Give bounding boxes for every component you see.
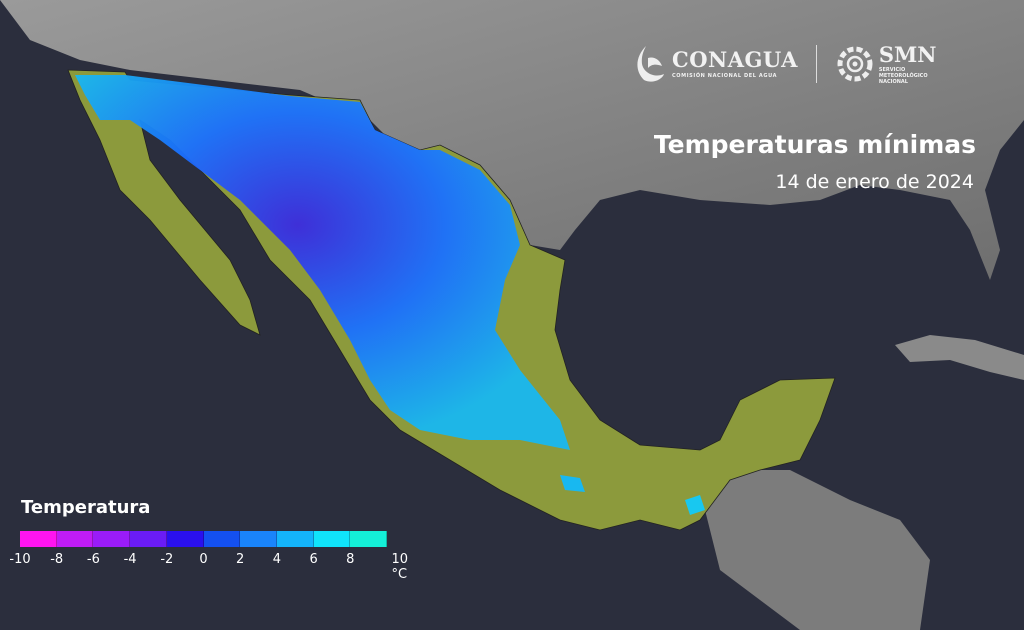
legend-tick-label: 4 <box>272 552 282 567</box>
legend-tick-label: 2 <box>236 552 245 567</box>
legend-swatch <box>130 531 167 547</box>
logos: CONAGUA COMISIÓN NACIONAL DEL AGUA SMN S… <box>632 38 937 90</box>
usa-land <box>0 0 1024 280</box>
smn-subtitle-2: METEOROLÓGICO <box>878 72 928 79</box>
legend-tick-label: -10 <box>9 552 31 567</box>
legend-tick-label: 10 °C <box>391 552 409 582</box>
cold-spot-chiapas <box>685 495 705 515</box>
legend-tick-label: 6 <box>309 552 318 567</box>
legend-swatch <box>56 531 94 547</box>
legend-tick-label: -6 <box>86 552 100 567</box>
conagua-emblem-icon <box>637 46 664 82</box>
cold-spot-oaxaca <box>560 475 585 492</box>
map-title: Temperaturas mínimas <box>653 130 976 159</box>
smn-logo: SMN SERVICIO METEOROLÓGICO NACIONAL <box>835 44 937 85</box>
legend-swatch <box>166 531 204 547</box>
legend-tick-label: 8 <box>346 552 355 567</box>
legend-tick-label: -4 <box>123 552 137 567</box>
legend-swatch <box>313 531 351 547</box>
legend-swatch <box>240 531 277 547</box>
legend-ticks: -10 -8 -6 -4 -2 0 2 4 6 8 10 °C <box>0 552 420 582</box>
legend-swatch <box>20 531 57 547</box>
legend-tick-label: -8 <box>50 552 64 567</box>
logo-divider <box>815 45 817 83</box>
cuba-land <box>895 335 1024 380</box>
legend-swatch <box>350 531 388 547</box>
conagua-subtitle: COMISIÓN NACIONAL DEL AGUA <box>672 73 778 79</box>
legend-swatch <box>203 531 241 547</box>
legend-swatch <box>93 531 131 547</box>
smn-subtitle-3: NACIONAL <box>878 78 908 85</box>
map-date: 14 de enero de 2024 <box>775 171 974 193</box>
legend-tick-label: 0 <box>199 552 208 567</box>
legend-title: Temperatura <box>21 497 151 518</box>
smn-name: SMN <box>878 41 937 67</box>
smn-emblem-icon <box>837 46 873 82</box>
conagua-name: CONAGUA <box>672 47 798 72</box>
legend-tick-label: -2 <box>160 552 174 567</box>
smn-subtitle-1: SERVICIO <box>878 66 906 73</box>
legend-color-bar <box>20 531 388 547</box>
conagua-logo: CONAGUA COMISIÓN NACIONAL DEL AGUA <box>632 44 798 84</box>
legend-swatch <box>276 531 314 547</box>
cold-region <box>75 75 570 450</box>
central-america-land <box>700 470 930 630</box>
